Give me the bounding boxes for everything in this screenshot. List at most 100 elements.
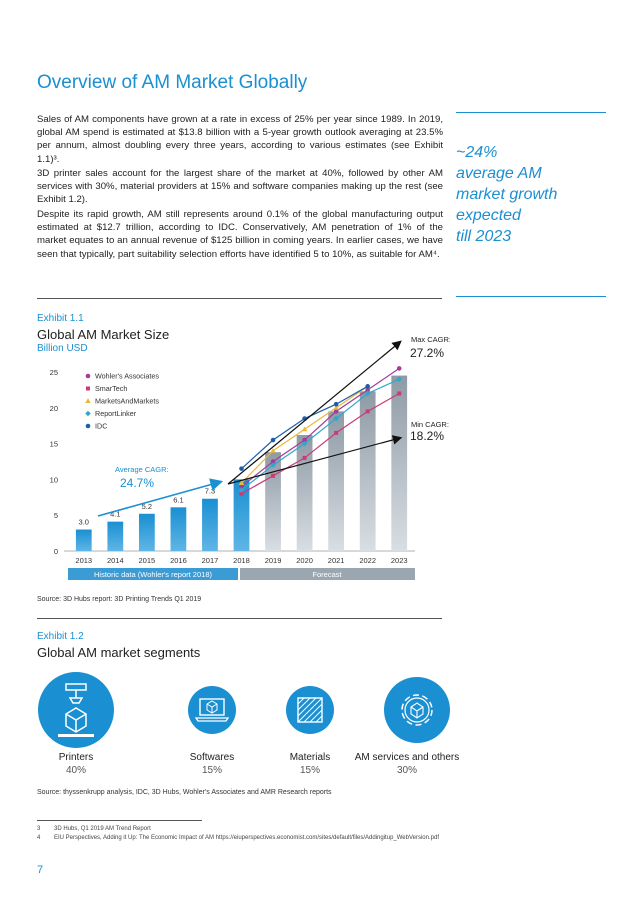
bar-2013 bbox=[75, 529, 92, 551]
x-tick-label: 2020 bbox=[296, 556, 313, 565]
segment-value-materials: 15% bbox=[299, 765, 320, 776]
callout-bottom-rule bbox=[456, 296, 606, 297]
exhibit-1-source: Source: 3D Hubs report: 3D Printing Tren… bbox=[37, 596, 202, 603]
legend-label: ReportLinker bbox=[95, 409, 137, 418]
y-tick-label: 10 bbox=[50, 475, 58, 484]
legend-label: SmarTech bbox=[95, 384, 127, 393]
legend-marker bbox=[85, 398, 91, 403]
footnote-rule bbox=[37, 820, 202, 821]
x-axis: 2013 2014 2015 2016 2017 2018 2019 2020 2021 2022… bbox=[75, 556, 407, 565]
series-point bbox=[301, 426, 308, 432]
historic-label: Historic data (Wohler's report 2018) bbox=[94, 570, 213, 579]
segment-value-services: 30% bbox=[396, 765, 417, 776]
series-point bbox=[365, 387, 370, 393]
x-tick-label: 2013 bbox=[75, 556, 92, 565]
legend-marker bbox=[85, 410, 91, 417]
series-point bbox=[333, 405, 339, 410]
series-line bbox=[241, 392, 400, 495]
segment-name-softwares: Softwares bbox=[189, 752, 235, 763]
max-cagr-value: 27.2% bbox=[410, 346, 444, 360]
divider-2 bbox=[37, 618, 442, 619]
x-tick-label: 2016 bbox=[170, 556, 187, 565]
printer-icon bbox=[38, 672, 114, 748]
growth-callout: ~24% average AM market growth expected t… bbox=[456, 144, 558, 245]
bar-2022 bbox=[359, 391, 376, 551]
segment-name-services: AM services and others bbox=[354, 752, 460, 763]
series-point bbox=[334, 430, 339, 435]
series-point bbox=[270, 437, 276, 443]
series-point bbox=[239, 484, 244, 489]
avg-cagr-arrow bbox=[97, 478, 224, 517]
y-tick-label: 15 bbox=[50, 440, 58, 449]
bar-2015 bbox=[138, 513, 155, 551]
exhibit-1-label: Exhibit 1.1 bbox=[37, 313, 84, 324]
series-point bbox=[239, 466, 244, 471]
series-point bbox=[302, 437, 307, 443]
y-tick-label: 5 bbox=[54, 511, 58, 520]
segment-icons bbox=[38, 672, 450, 748]
x-tick-label: 2017 bbox=[202, 556, 219, 565]
segment-name-materials: Materials bbox=[289, 752, 331, 763]
exhibit-1-title: Global AM Market Size bbox=[37, 327, 170, 342]
historic-band bbox=[68, 568, 238, 580]
footnote-4: 4 EIU Perspectives, Adding it Up: The Ec… bbox=[37, 835, 439, 841]
legend-label: Wohler's Associates bbox=[95, 372, 159, 381]
avg-cagr-value: 24.7% bbox=[120, 476, 154, 490]
series-point bbox=[238, 480, 245, 485]
series-point bbox=[239, 491, 244, 496]
y-tick-label: 25 bbox=[50, 368, 58, 377]
min-cagr-value: 18.2% bbox=[410, 429, 444, 443]
x-tick-label: 2021 bbox=[328, 556, 345, 565]
bar-value-label: 7.3 bbox=[205, 487, 215, 496]
page-title: Overview of AM Market Globally bbox=[37, 72, 308, 93]
series-point bbox=[271, 473, 276, 478]
x-tick-label: 2019 bbox=[265, 556, 282, 565]
x-tick-label: 2018 bbox=[233, 556, 250, 565]
bar-2020 bbox=[296, 435, 313, 551]
series-point bbox=[270, 462, 276, 468]
series-point bbox=[238, 487, 245, 493]
series-point bbox=[396, 376, 403, 382]
segment-name-printers: Printers bbox=[58, 752, 94, 763]
bar-value-label: 4.1 bbox=[110, 510, 120, 519]
exhibit-2-title: Global AM market segments bbox=[37, 645, 201, 660]
bar-2018 bbox=[233, 479, 250, 551]
paragraph-1: Sales of AM components have grown at a r… bbox=[37, 114, 443, 165]
series-point bbox=[270, 459, 276, 464]
bar-value-label: 5.2 bbox=[142, 502, 152, 511]
series-lines bbox=[238, 366, 403, 496]
x-tick-label: 2014 bbox=[107, 556, 124, 565]
min-cagr-label: Min CAGR: bbox=[411, 420, 449, 429]
paragraph-3: Despite its rapid growth, AM still repre… bbox=[37, 209, 443, 260]
forecast-band bbox=[240, 568, 415, 580]
exhibit-2-source: Source: thyssenkrupp analysis, IDC, 3D H… bbox=[37, 789, 332, 796]
bar-2014 bbox=[107, 521, 124, 551]
bar-value-label: 6.1 bbox=[173, 495, 183, 504]
y-tick-label: 0 bbox=[54, 547, 58, 556]
callout-top-rule bbox=[456, 112, 606, 113]
x-tick-label: 2023 bbox=[391, 556, 408, 565]
legend-label: IDC bbox=[95, 422, 107, 431]
series-point bbox=[270, 447, 276, 453]
bar-2023 bbox=[391, 375, 408, 551]
bars: 3.0 4.1 5.2 6.1 7.3 bbox=[75, 375, 408, 551]
x-tick-label: 2022 bbox=[359, 556, 376, 565]
material-grid-icon bbox=[286, 686, 334, 734]
series-point bbox=[365, 409, 370, 414]
max-cagr-label: Max CAGR: bbox=[411, 335, 450, 344]
series-point bbox=[301, 440, 308, 447]
bar-2021 bbox=[328, 411, 345, 551]
series-line bbox=[241, 367, 400, 488]
min-cagr-arrow bbox=[227, 435, 403, 485]
x-tick-label: 2015 bbox=[139, 556, 156, 565]
series-point bbox=[333, 409, 339, 414]
legend-marker bbox=[85, 423, 91, 429]
bar-2017 bbox=[202, 498, 218, 551]
exhibit-2-label: Exhibit 1.2 bbox=[37, 631, 84, 642]
gear-cube-icon bbox=[384, 677, 450, 743]
legend-label: MarketsAndMarkets bbox=[95, 397, 159, 406]
bar-value-label: 3.0 bbox=[79, 518, 89, 527]
y-tick-label: 20 bbox=[50, 404, 58, 413]
series-line bbox=[241, 378, 400, 491]
